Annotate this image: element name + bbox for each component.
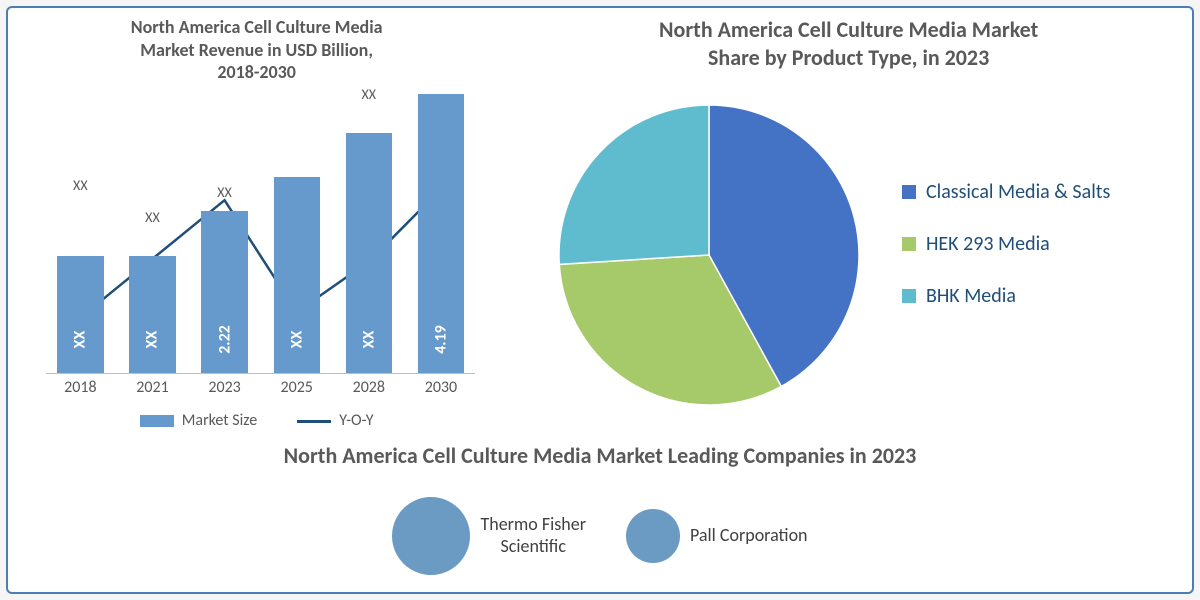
legend-yoy: Y-O-Y xyxy=(297,411,373,430)
pie-legend-label: Classical Media & Salts xyxy=(926,180,1110,204)
x-label: 2023 xyxy=(208,378,240,397)
bar-2025: XX xyxy=(274,177,320,373)
bar-value-label: XX xyxy=(71,331,90,349)
bar-value-label: 4.19 xyxy=(431,325,450,354)
bar-chart-title: North America Cell Culture Media Market … xyxy=(26,16,487,84)
pie-body: Classical Media & Salts HEK 293 Media BHK … xyxy=(515,71,1182,434)
bar-value-label: 2.22 xyxy=(215,325,234,354)
bar-value-label: XX xyxy=(143,331,162,349)
pie-legend-label: BHK Media xyxy=(926,284,1016,308)
pie-slice xyxy=(559,105,709,264)
pie-swatch-icon xyxy=(902,289,916,303)
company-label: Pall Corporation xyxy=(690,525,808,547)
companies-title: North America Cell Culture Media Market … xyxy=(8,442,1192,469)
pie-legend-item: HEK 293 Media xyxy=(902,232,1182,256)
legend-market-size: Market Size xyxy=(140,411,257,430)
x-label: 2021 xyxy=(136,378,168,397)
bar-title-line-2: Market Revenue in USD Billion, xyxy=(140,39,373,61)
bar-value-label: XX xyxy=(287,331,306,349)
bar-top-label: XX xyxy=(73,177,88,194)
pie-title-line-1: North America Cell Culture Media Market xyxy=(659,16,1038,43)
company-bubble-icon xyxy=(392,497,470,575)
yoy-line xyxy=(46,94,475,374)
x-axis-labels: 2018 2021 2023 2025 2028 2030 xyxy=(46,378,475,398)
pie-chart-panel: North America Cell Culture Media Market … xyxy=(505,8,1192,438)
bar-2021: XX xyxy=(129,256,175,373)
company-item: Pall Corporation xyxy=(626,509,808,563)
pie-legend-label: HEK 293 Media xyxy=(926,232,1050,256)
bar-top-label: XX xyxy=(362,86,377,103)
bar-title-line-1: North America Cell Culture Media xyxy=(131,16,383,38)
bar-top-label: XX xyxy=(217,184,232,201)
x-label: 2018 xyxy=(64,378,96,397)
bar-top-label: XX xyxy=(145,209,160,226)
bar-title-line-3: 2018-2030 xyxy=(217,61,296,83)
infographic-frame: North America Cell Culture Media Market … xyxy=(6,6,1194,594)
pie-swatch-icon xyxy=(902,185,916,199)
plot-area: XXXXXXXX2.22XXXXXXXX4.19 xyxy=(46,94,475,375)
company-bubbles: Thermo FisherScientific Pall Corporation xyxy=(8,497,1192,575)
bar-value-label: XX xyxy=(359,331,378,349)
bar-2030: 4.19 xyxy=(418,94,464,374)
x-label: 2025 xyxy=(280,378,312,397)
pie-legend-item: BHK Media xyxy=(902,284,1182,308)
x-label: 2030 xyxy=(425,378,457,397)
line-swatch-icon xyxy=(297,420,331,423)
pie-legend-item: Classical Media & Salts xyxy=(902,180,1182,204)
x-label: 2028 xyxy=(353,378,385,397)
top-row: North America Cell Culture Media Market … xyxy=(8,8,1192,438)
bar-2018: XX xyxy=(57,256,103,373)
pie-svg xyxy=(554,100,864,410)
bar-2023: 2.22 xyxy=(201,211,247,373)
pie-legend: Classical Media & Salts HEK 293 Media BHK … xyxy=(902,170,1182,336)
company-bubble-icon xyxy=(626,509,680,563)
bar-chart-plot: XXXXXXXX2.22XXXXXXXX4.19 201820212023202… xyxy=(26,90,487,435)
company-label: Thermo FisherScientific xyxy=(480,514,586,557)
bar-chart-legend: Market Size Y-O-Y xyxy=(26,411,487,430)
pie-svg-wrap xyxy=(515,96,902,410)
bar-2028: XX xyxy=(346,133,392,373)
bar-swatch-icon xyxy=(140,415,174,427)
pie-chart-title: North America Cell Culture Media Market … xyxy=(515,16,1182,71)
pie-title-line-2: Share by Product Type, in 2023 xyxy=(708,44,989,71)
legend-b-label: Y-O-Y xyxy=(339,411,373,430)
legend-a-label: Market Size xyxy=(182,411,257,430)
bar-chart-panel: North America Cell Culture Media Market … xyxy=(8,8,505,438)
pie-swatch-icon xyxy=(902,237,916,251)
company-item: Thermo FisherScientific xyxy=(392,497,586,575)
